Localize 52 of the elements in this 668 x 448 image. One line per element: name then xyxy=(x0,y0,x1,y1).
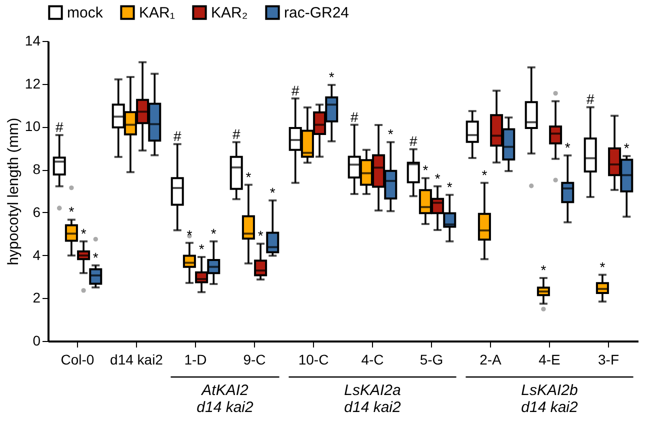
x-tick-label: 3-F xyxy=(598,352,619,368)
annotation: * xyxy=(388,126,394,142)
annotation: * xyxy=(68,204,75,220)
annotation: # xyxy=(350,108,358,125)
y-tick-label: 14 xyxy=(24,32,41,48)
y-tick-label: 4 xyxy=(32,246,41,263)
annotation: * xyxy=(246,168,252,185)
x-tick-label: d14 kai2 xyxy=(110,352,164,368)
annotation: * xyxy=(328,68,335,85)
annotation: * xyxy=(258,228,264,244)
x-tick-label: 4-C xyxy=(361,352,384,368)
annotation: # xyxy=(232,126,240,142)
annotation: * xyxy=(482,166,488,183)
x-tick-label: 9-C xyxy=(243,352,266,368)
text: AtKAI2 d14 kai2 xyxy=(196,382,254,416)
x-tick-label: Col-0 xyxy=(60,352,94,368)
annotation: * xyxy=(198,241,205,257)
x-tick-label: 10-C xyxy=(298,352,329,368)
x-tick-label: 5-G xyxy=(420,352,444,368)
y-tick-label: 10 xyxy=(24,118,41,134)
annotation: * xyxy=(624,140,630,156)
annotation: # xyxy=(173,128,182,144)
annotation: # xyxy=(586,91,594,108)
annotation: * xyxy=(92,249,99,266)
annotation: # xyxy=(55,119,64,136)
annotation: * xyxy=(600,258,606,275)
text: LsKAI2a d14 kai2 xyxy=(344,382,402,416)
y-axis-title: hypocotyl length (mm) xyxy=(4,118,22,266)
annotation: * xyxy=(446,178,453,195)
x-tick-label: 2-A xyxy=(480,352,502,368)
legend-label: mock xyxy=(67,4,104,22)
annotation: # xyxy=(291,82,300,98)
y-tick-label: 0 xyxy=(32,332,41,348)
legend-label: rac-GR24 xyxy=(284,4,350,22)
annotation: * xyxy=(186,226,193,243)
x-tick-label: 4-E xyxy=(538,352,560,368)
annotation: * xyxy=(80,225,87,242)
y-tick-label: 8 xyxy=(32,161,41,178)
annotation: * xyxy=(564,139,571,156)
annotation: # xyxy=(409,133,418,150)
y-tick-label: 2 xyxy=(32,290,41,306)
annotation: * xyxy=(422,162,429,178)
y-tick-label: 12 xyxy=(24,75,41,92)
annotation: * xyxy=(434,170,441,186)
annotation: * xyxy=(540,262,547,278)
text: LsKAI2b d14 kai2 xyxy=(521,382,579,416)
x-tick-label: 1-D xyxy=(184,352,207,368)
legend-label: KAR₂ xyxy=(211,4,248,22)
legend-label: KAR₁ xyxy=(139,4,175,22)
annotation: * xyxy=(270,184,276,200)
y-tick-label: 6 xyxy=(32,204,41,220)
annotation: * xyxy=(210,225,217,242)
